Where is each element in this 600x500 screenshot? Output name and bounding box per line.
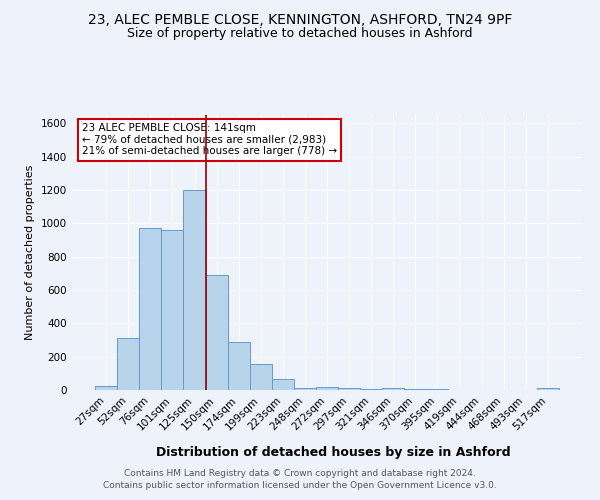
Bar [161, 230, 184, 390]
Bar [206, 275, 227, 390]
Bar [294, 388, 316, 390]
Text: Size of property relative to detached houses in Ashford: Size of property relative to detached ho… [127, 28, 473, 40]
Bar [338, 388, 360, 390]
Bar [404, 389, 427, 390]
Bar [117, 338, 139, 390]
Bar [316, 386, 338, 390]
Text: Distribution of detached houses by size in Ashford: Distribution of detached houses by size … [155, 446, 511, 459]
Bar [272, 379, 294, 390]
Bar [95, 386, 117, 390]
Bar [250, 364, 272, 390]
Bar [427, 389, 448, 390]
Bar [537, 388, 559, 390]
Bar [382, 388, 404, 390]
Bar [360, 389, 382, 390]
Bar [184, 190, 206, 390]
Bar [227, 342, 250, 390]
Text: 23 ALEC PEMBLE CLOSE: 141sqm
← 79% of detached houses are smaller (2,983)
21% of: 23 ALEC PEMBLE CLOSE: 141sqm ← 79% of de… [82, 123, 337, 156]
Text: Contains HM Land Registry data © Crown copyright and database right 2024.
Contai: Contains HM Land Registry data © Crown c… [103, 469, 497, 490]
Bar [139, 228, 161, 390]
Text: 23, ALEC PEMBLE CLOSE, KENNINGTON, ASHFORD, TN24 9PF: 23, ALEC PEMBLE CLOSE, KENNINGTON, ASHFO… [88, 12, 512, 26]
Y-axis label: Number of detached properties: Number of detached properties [25, 165, 35, 340]
